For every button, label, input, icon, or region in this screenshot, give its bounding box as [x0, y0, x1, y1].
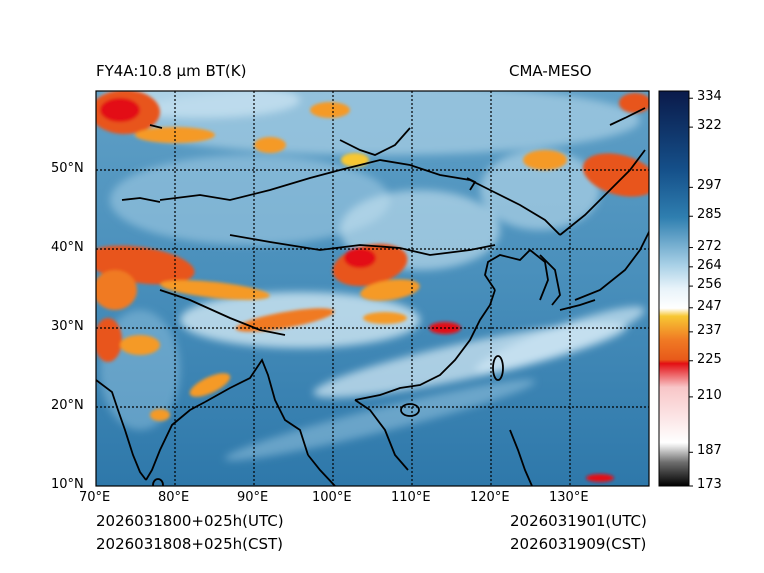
colorbar-tick-label: 264: [697, 257, 722, 273]
lon-tick-90: 90°E: [237, 490, 269, 505]
colorbar-tick-label: 173: [697, 477, 722, 492]
lat-tick-50: 50°N: [51, 161, 84, 176]
satellite-imagery: [96, 91, 649, 486]
colorbar-tick-label: 272: [697, 238, 722, 254]
colorbar-tick-label: 256: [697, 277, 722, 293]
colorbar-tick-label: 237: [697, 322, 722, 338]
valid-time-utc: 2026031901(UTC): [510, 512, 647, 530]
lat-tick-10: 10°N: [51, 477, 84, 492]
colorbar-tick-label: 334: [697, 89, 722, 105]
colorbar-tick-label: 297: [697, 178, 722, 194]
colorbar-tick-label: 225: [697, 351, 722, 367]
lat-tick-20: 20°N: [51, 398, 84, 413]
init-time-utc: 2026031800+025h(UTC): [96, 512, 284, 530]
colorbar-tick-label: 187: [697, 443, 722, 459]
lat-tick-40: 40°N: [51, 240, 84, 255]
lon-tick-70: 70°E: [79, 490, 111, 505]
lon-tick-130: 130°E: [549, 490, 589, 505]
title-left: FY4A:10.8 µm BT(K): [96, 62, 247, 80]
init-time-cst: 2026031808+025h(CST): [96, 535, 284, 553]
colorbar-tick-label: 285: [697, 207, 722, 223]
lon-tick-110: 110°E: [391, 490, 431, 505]
lon-tick-100: 100°E: [312, 490, 352, 505]
colorbar-tick-label: 210: [697, 387, 722, 403]
colorbar-ticks: [689, 97, 693, 487]
coastlines: [96, 107, 649, 486]
colorbar-tick-label: 322: [697, 118, 722, 134]
map-frame: [95, 90, 650, 487]
colorbar-tick-label: 247: [697, 298, 722, 314]
title-right: CMA-MESO: [509, 62, 592, 80]
colorbar-ramp: [658, 90, 690, 487]
lon-tick-120: 120°E: [470, 490, 510, 505]
valid-time-cst: 2026031909(CST): [510, 535, 647, 553]
lat-tick-30: 30°N: [51, 319, 84, 334]
lon-tick-80: 80°E: [158, 490, 190, 505]
gridlines: [96, 91, 649, 486]
